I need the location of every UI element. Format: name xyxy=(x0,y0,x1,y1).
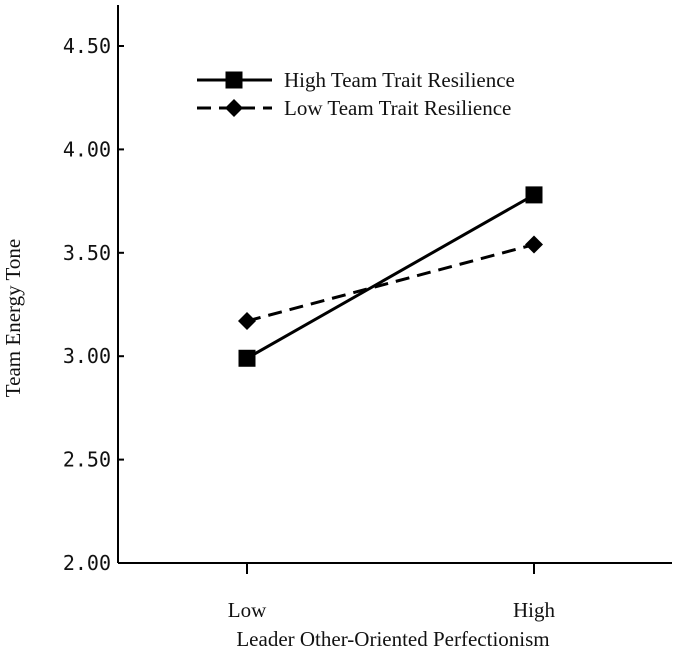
legend-label: Low Team Trait Resilience xyxy=(284,96,511,120)
data-point xyxy=(238,349,256,367)
y-tick-label: 4.50 xyxy=(63,34,111,58)
y-axis-title: Team Energy Tone xyxy=(1,239,25,397)
x-axis-title: Leader Other-Oriented Perfectionism xyxy=(236,627,549,651)
series-low-resilience xyxy=(238,235,543,331)
series-line xyxy=(246,193,535,360)
series-high-resilience xyxy=(238,186,543,367)
x-ticks: Low High xyxy=(228,563,556,622)
y-tick-label: 4.00 xyxy=(63,137,111,161)
legend: High Team Trait Resilience Low Team Trait… xyxy=(197,68,515,120)
y-ticks: 2.00 2.50 3.00 3.50 4.00 4.50 xyxy=(63,34,124,575)
axes xyxy=(117,5,672,564)
y-tick-label: 3.00 xyxy=(63,344,111,368)
legend-label: High Team Trait Resilience xyxy=(284,68,515,92)
x-tick-label: High xyxy=(513,598,556,622)
data-point xyxy=(525,186,543,204)
series-group xyxy=(238,186,543,367)
y-tick-label: 2.00 xyxy=(63,551,111,575)
legend-marker xyxy=(225,99,243,117)
data-point xyxy=(525,235,543,254)
y-tick-label: 2.50 xyxy=(63,448,111,472)
series-line xyxy=(246,243,535,323)
data-point xyxy=(238,312,256,331)
x-tick-label: Low xyxy=(228,598,267,622)
y-tick-label: 3.50 xyxy=(63,241,111,265)
legend-marker xyxy=(225,71,243,89)
